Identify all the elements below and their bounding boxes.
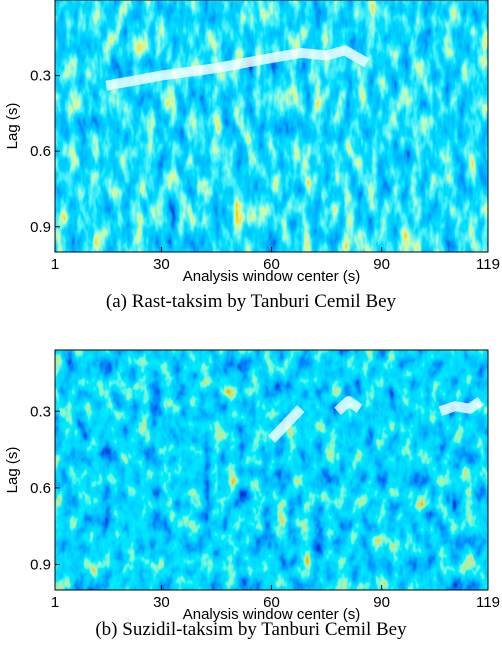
x-tick-label: 30 xyxy=(153,594,170,611)
x-axis-label: Analysis window center (s) xyxy=(183,268,361,285)
x-tick-label: 90 xyxy=(373,594,390,611)
x-tick-label: 119 xyxy=(476,594,500,611)
caption: (a) Rast-taksim by Tanburi Cemil Bey xyxy=(106,291,397,312)
y-tick-label: 0.6 xyxy=(30,143,51,160)
y-axis-label: Lag (s) xyxy=(4,103,21,150)
panel: 1 30 60 90 119 0.3 0.6 0.9 Analysis window cente… xyxy=(4,349,500,640)
lag-track xyxy=(267,396,484,443)
y-tick-label: 0.6 xyxy=(30,480,51,497)
x-tick-label: 119 xyxy=(476,256,500,273)
x-tick-label: 60 xyxy=(263,594,280,611)
y-tick-label: 0.3 xyxy=(30,68,51,85)
heatmap-image xyxy=(55,350,488,590)
x-tick-label: 1 xyxy=(51,594,59,611)
lag-track xyxy=(105,45,370,91)
caption: (b) Suzidil-taksim by Tanburi Cemil Bey xyxy=(95,619,407,640)
y-tick-label: 0.3 xyxy=(30,403,51,420)
x-tick-label: 90 xyxy=(373,256,390,273)
panel: 1 30 60 90 119 0.3 0.6 0.9 Analysis window cente… xyxy=(4,0,500,312)
y-tick-label: 0.9 xyxy=(30,219,51,236)
x-tick-label: 30 xyxy=(153,256,170,273)
x-axis-label: Analysis window center (s) xyxy=(183,606,361,623)
x-tick-label: 1 xyxy=(51,256,59,273)
y-axis-label: Lag (s) xyxy=(4,447,21,494)
y-tick-label: 0.9 xyxy=(30,556,51,573)
x-tick-label: 60 xyxy=(263,256,280,273)
heatmap-image xyxy=(55,0,488,252)
